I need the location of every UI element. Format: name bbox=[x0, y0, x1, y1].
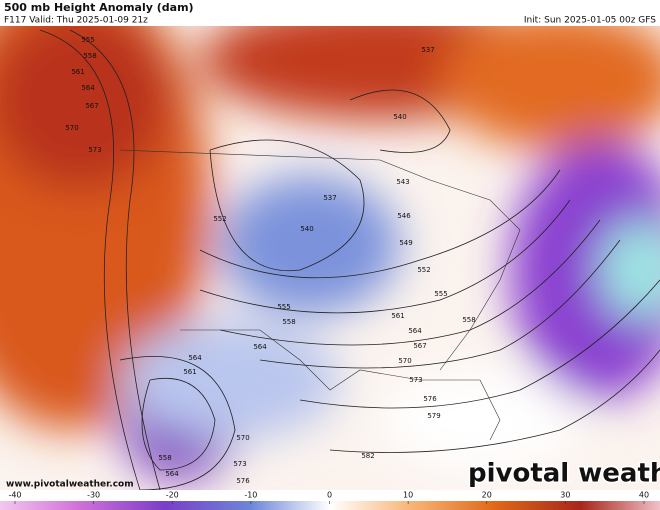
contour-label: 564 bbox=[81, 84, 95, 92]
borders bbox=[119, 149, 521, 441]
contour-label: 537 bbox=[421, 46, 434, 54]
colorbar-tick-label: -40 bbox=[8, 491, 21, 500]
contour-label: 579 bbox=[427, 412, 440, 420]
contour-label: 552 bbox=[417, 266, 430, 274]
contour-label: 540 bbox=[300, 225, 313, 233]
contour-label: 573 bbox=[409, 376, 422, 384]
contour-label: 561 bbox=[71, 68, 84, 76]
colorbar-tick-label: -10 bbox=[244, 491, 257, 500]
contour-label: 549 bbox=[399, 239, 412, 247]
contour-label: 573 bbox=[88, 146, 101, 154]
contour-label: 570 bbox=[65, 124, 78, 132]
contour-label: 555 bbox=[434, 290, 447, 298]
colorbar-tick-label: -20 bbox=[166, 491, 179, 500]
contour-label: 564 bbox=[165, 470, 179, 478]
contour-label: 570 bbox=[398, 357, 411, 365]
init-time: Init: Sun 2025-01-05 00z GFS bbox=[524, 16, 656, 26]
anomaly-field bbox=[0, 26, 660, 490]
contour-label: 558 bbox=[282, 318, 295, 326]
contour-label: 537 bbox=[323, 194, 336, 202]
contour-label: 582 bbox=[361, 452, 374, 460]
contour-label: 561 bbox=[391, 312, 404, 320]
colorbar-tick-label: 0 bbox=[327, 491, 332, 500]
contour-label: 564 bbox=[408, 327, 422, 335]
watermark: www.pivotalweather.com bbox=[6, 480, 134, 490]
contour-label: 558 bbox=[462, 316, 475, 324]
contour-label: 543 bbox=[396, 178, 409, 186]
contour-label: 555 bbox=[277, 303, 290, 311]
contour-label: 555 bbox=[81, 36, 94, 44]
contour-label: 567 bbox=[85, 102, 98, 110]
contour-label: 558 bbox=[83, 52, 96, 60]
colorbar bbox=[0, 501, 660, 510]
title: 500 mb Height Anomaly (dam) bbox=[4, 1, 194, 14]
contour-label: 573 bbox=[233, 460, 246, 468]
contour-label: 570 bbox=[236, 434, 249, 442]
contour-label: 558 bbox=[158, 454, 171, 462]
valid-time: F117 Valid: Thu 2025-01-09 21z bbox=[4, 16, 148, 26]
brand: pivotal weather bbox=[468, 459, 660, 489]
colorbar-tick-label: 30 bbox=[560, 491, 570, 500]
colorbar-tick-label: 10 bbox=[403, 491, 413, 500]
contour-label: 546 bbox=[397, 212, 411, 220]
contour-label: 567 bbox=[413, 342, 426, 350]
contour-label: 576 bbox=[423, 395, 437, 403]
contour-label: 561 bbox=[183, 368, 196, 376]
contour-label: 564 bbox=[253, 343, 267, 351]
contour-label: 540 bbox=[393, 113, 406, 121]
contour-label: 576 bbox=[236, 477, 250, 485]
colorbar-tick-label: 20 bbox=[482, 491, 492, 500]
contour-label: 552 bbox=[213, 215, 226, 223]
colorbar-tick-label: -30 bbox=[87, 491, 100, 500]
contour-label: 564 bbox=[188, 354, 202, 362]
colorbar-tick-label: 40 bbox=[639, 491, 649, 500]
